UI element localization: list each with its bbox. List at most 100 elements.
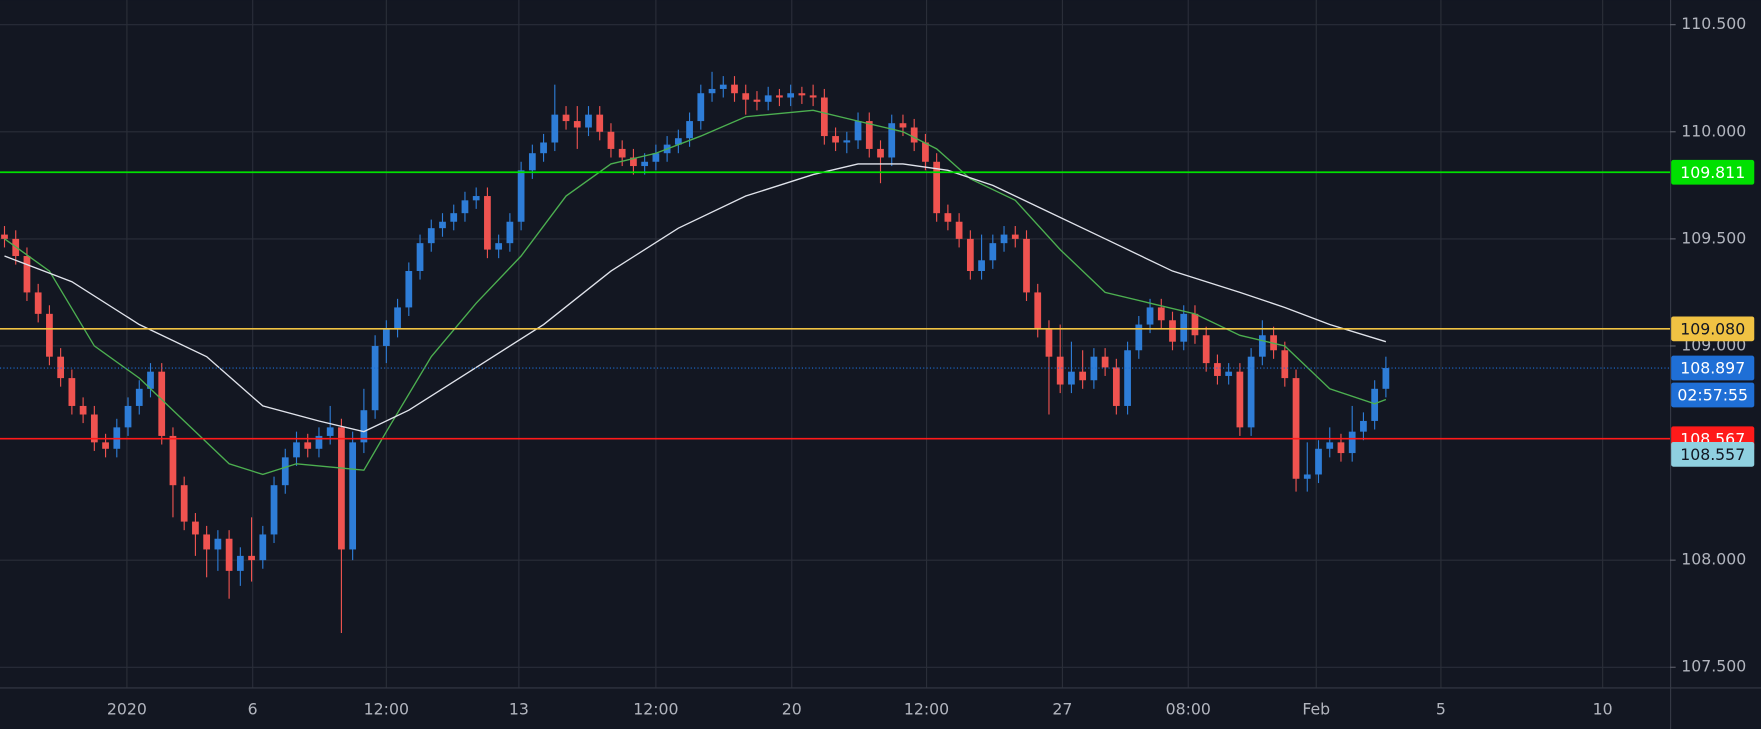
candle-body (124, 405, 132, 428)
candle-body (562, 114, 570, 122)
y-tick-label: 110.000 (1681, 121, 1746, 140)
candle-body (1348, 431, 1356, 454)
candle-body (439, 221, 446, 229)
candle-body (966, 238, 974, 272)
candle-body (674, 138, 682, 145)
candle-body (192, 521, 199, 535)
candle-body (843, 140, 851, 143)
candle-body (90, 414, 98, 443)
candle-body (259, 534, 267, 561)
candle-body (461, 200, 469, 214)
candle-body (573, 121, 581, 128)
candle-body (1292, 378, 1300, 479)
x-tick-label: 08:00 (1166, 699, 1211, 718)
candle-body (922, 142, 929, 162)
candle-body (1191, 313, 1199, 336)
candle-body (1011, 234, 1019, 239)
candle-body (933, 161, 941, 214)
candle-body (809, 95, 817, 98)
candle-body (528, 153, 536, 171)
candle-body (865, 121, 873, 149)
moving-average-line (4, 163, 1387, 433)
candle-body (1124, 350, 1131, 406)
candle-body (1101, 356, 1109, 368)
candle-body (820, 97, 828, 137)
candle-body (854, 121, 862, 141)
candle-body (1068, 371, 1075, 385)
x-tick-label: 12:00 (364, 699, 409, 718)
candle-body (1326, 442, 1334, 449)
candle-body (338, 427, 345, 550)
candle-body (1045, 328, 1053, 357)
candle-body (955, 221, 963, 239)
x-tick-label: 5 (1436, 699, 1446, 718)
candle-body (652, 153, 660, 162)
candle-body (742, 93, 750, 100)
candle-body (1180, 313, 1188, 342)
candle-body (23, 256, 31, 293)
candle-body (248, 555, 255, 561)
candle-body (293, 442, 300, 458)
candle-body (281, 457, 289, 486)
candle-body (1225, 371, 1233, 376)
price-line-tag-box (1671, 316, 1755, 342)
last-price-tag-box (1671, 355, 1755, 381)
candle-body (641, 161, 649, 167)
x-tick-label: 20 (782, 699, 802, 718)
candle-body (349, 442, 357, 550)
candle-body (1303, 474, 1311, 479)
candle-body (832, 136, 839, 143)
candle-body (607, 131, 615, 149)
candle-body (46, 313, 53, 357)
candle-body (1337, 442, 1345, 454)
price-line-tag-box (1671, 159, 1755, 185)
x-tick-label: 10 (1593, 699, 1613, 718)
price-line-tag-label: 109.080 (1680, 319, 1745, 338)
candle-body (169, 435, 177, 486)
candle-body (899, 123, 907, 128)
x-tick-label: 2020 (107, 699, 147, 718)
candle-body (371, 345, 379, 411)
y-tick-label: 107.500 (1681, 657, 1746, 676)
candle-body (517, 170, 525, 222)
candle-body (1090, 356, 1098, 381)
candle-body (427, 228, 435, 244)
y-tick-label: 109.500 (1681, 228, 1746, 247)
candle-body (776, 95, 783, 98)
candle-body (944, 213, 952, 222)
x-tick-label: 6 (248, 699, 258, 718)
candle-body (34, 292, 42, 314)
candle-body (1023, 238, 1030, 293)
candle-body (304, 442, 312, 449)
countdown-label: 02:57:55 (1677, 386, 1748, 405)
candle-body (787, 93, 795, 98)
candle-body (484, 196, 491, 250)
candle-body (630, 157, 637, 167)
plot (0, 71, 1671, 633)
candle-body (697, 93, 705, 122)
price-line-tag-label: 109.811 (1680, 163, 1745, 182)
candle-body (1056, 356, 1064, 385)
candle-body (236, 555, 244, 571)
candle-body (102, 442, 109, 449)
candle-body (394, 307, 401, 329)
candle-body (1382, 368, 1390, 389)
candle-body (1146, 307, 1154, 325)
candle-body (203, 534, 211, 550)
candle-body (1112, 367, 1120, 406)
candle-body (68, 378, 76, 406)
x-tick-label: 27 (1052, 699, 1072, 718)
price-tag-box (1671, 441, 1755, 467)
candle-body (551, 114, 559, 143)
candle-body (731, 84, 738, 94)
candle-body (180, 485, 188, 522)
candle-body (79, 405, 87, 415)
last-price-tag-label: 108.897 (1680, 359, 1745, 378)
y-tick-label: 110.500 (1681, 14, 1746, 33)
candle-body (585, 114, 592, 128)
candle-body (888, 123, 896, 158)
candle-body (1034, 292, 1042, 329)
candle-body (495, 243, 503, 250)
candle-body (1258, 335, 1266, 357)
